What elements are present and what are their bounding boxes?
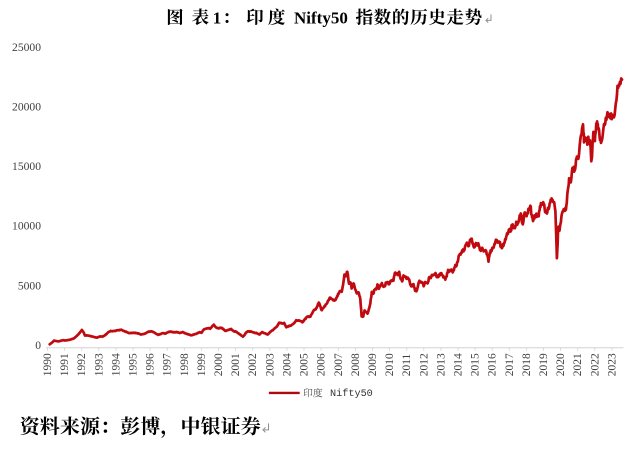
svg-text:2018: 2018 bbox=[521, 353, 533, 376]
svg-text:1999: 1999 bbox=[196, 353, 208, 376]
svg-text:25000: 25000 bbox=[12, 41, 41, 54]
svg-text:1997: 1997 bbox=[162, 353, 174, 376]
svg-text:2004: 2004 bbox=[281, 353, 293, 376]
svg-text:2011: 2011 bbox=[401, 353, 413, 376]
svg-text:2000: 2000 bbox=[213, 353, 225, 376]
svg-text:2010: 2010 bbox=[384, 353, 396, 376]
svg-text:1994: 1994 bbox=[110, 353, 122, 376]
svg-text:2007: 2007 bbox=[333, 353, 345, 376]
svg-text:2020: 2020 bbox=[555, 353, 567, 376]
svg-text:2019: 2019 bbox=[538, 353, 550, 376]
svg-text:2012: 2012 bbox=[418, 353, 430, 376]
svg-text:1996: 1996 bbox=[145, 353, 157, 376]
svg-text:5000: 5000 bbox=[18, 279, 41, 292]
svg-text:2009: 2009 bbox=[367, 353, 379, 376]
svg-text:2003: 2003 bbox=[264, 353, 276, 376]
svg-text:1995: 1995 bbox=[128, 353, 140, 376]
svg-text:1990: 1990 bbox=[42, 353, 54, 376]
svg-text:1998: 1998 bbox=[179, 353, 191, 376]
svg-text:2015: 2015 bbox=[470, 353, 482, 376]
svg-text:1992: 1992 bbox=[76, 353, 88, 376]
svg-text:2005: 2005 bbox=[299, 353, 311, 376]
svg-text:2013: 2013 bbox=[435, 353, 447, 376]
svg-text:1991: 1991 bbox=[59, 353, 71, 376]
svg-text:Nifty50: Nifty50 bbox=[294, 8, 348, 27]
svg-text:2002: 2002 bbox=[247, 353, 259, 376]
svg-text:1: 1 bbox=[213, 8, 222, 27]
svg-text:Nifty50: Nifty50 bbox=[330, 388, 373, 400]
svg-text:2017: 2017 bbox=[504, 353, 516, 376]
svg-text:2014: 2014 bbox=[453, 353, 465, 376]
svg-text:2021: 2021 bbox=[572, 353, 584, 376]
svg-text:2008: 2008 bbox=[350, 353, 362, 376]
svg-text:20000: 20000 bbox=[12, 100, 41, 113]
svg-text:2006: 2006 bbox=[316, 353, 328, 376]
svg-text:2022: 2022 bbox=[589, 353, 601, 376]
svg-text:1993: 1993 bbox=[93, 353, 105, 376]
svg-text:10000: 10000 bbox=[12, 220, 41, 233]
svg-text:2023: 2023 bbox=[606, 353, 618, 376]
svg-text:15000: 15000 bbox=[12, 160, 41, 173]
svg-text:0: 0 bbox=[35, 339, 41, 352]
svg-text:2016: 2016 bbox=[487, 353, 499, 376]
svg-text:2001: 2001 bbox=[230, 353, 242, 376]
